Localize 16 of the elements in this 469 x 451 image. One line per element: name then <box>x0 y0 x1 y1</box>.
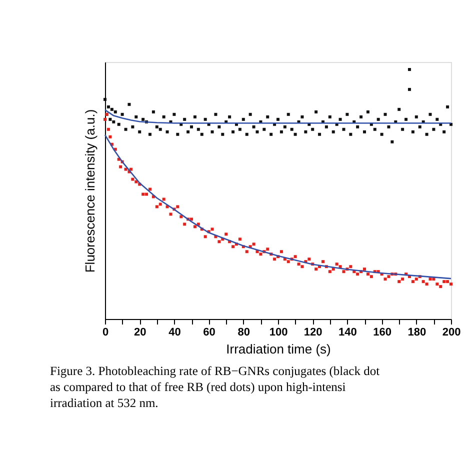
x-axis-title: Irradiation time (s) <box>226 342 331 356</box>
x-tick-label: 160 <box>373 326 392 338</box>
caption: Figure 3. Photobleaching rate of RB−GNRs conjugates (black dot <box>50 364 380 378</box>
x-tick-label: 140 <box>338 326 357 338</box>
x-tick-label: 100 <box>269 326 288 338</box>
text: irradiation at 532 nm. <box>50 396 158 410</box>
x-tick-label: 80 <box>238 326 250 338</box>
x-tick-label: 60 <box>203 326 216 338</box>
text: as compared to that of free RB (red dots) upon high-intensi <box>50 380 346 394</box>
x-tick-label: 120 <box>304 326 322 338</box>
y-axis-title: Fluorescence intensity (a.u.) <box>82 109 98 273</box>
x-tick-label: 40 <box>168 326 181 338</box>
x-tick-label: 20 <box>134 326 146 338</box>
x-tick-label: 200 <box>442 326 461 338</box>
x-tick-label: 0 <box>102 326 109 338</box>
x-tick-label: 180 <box>408 326 426 338</box>
